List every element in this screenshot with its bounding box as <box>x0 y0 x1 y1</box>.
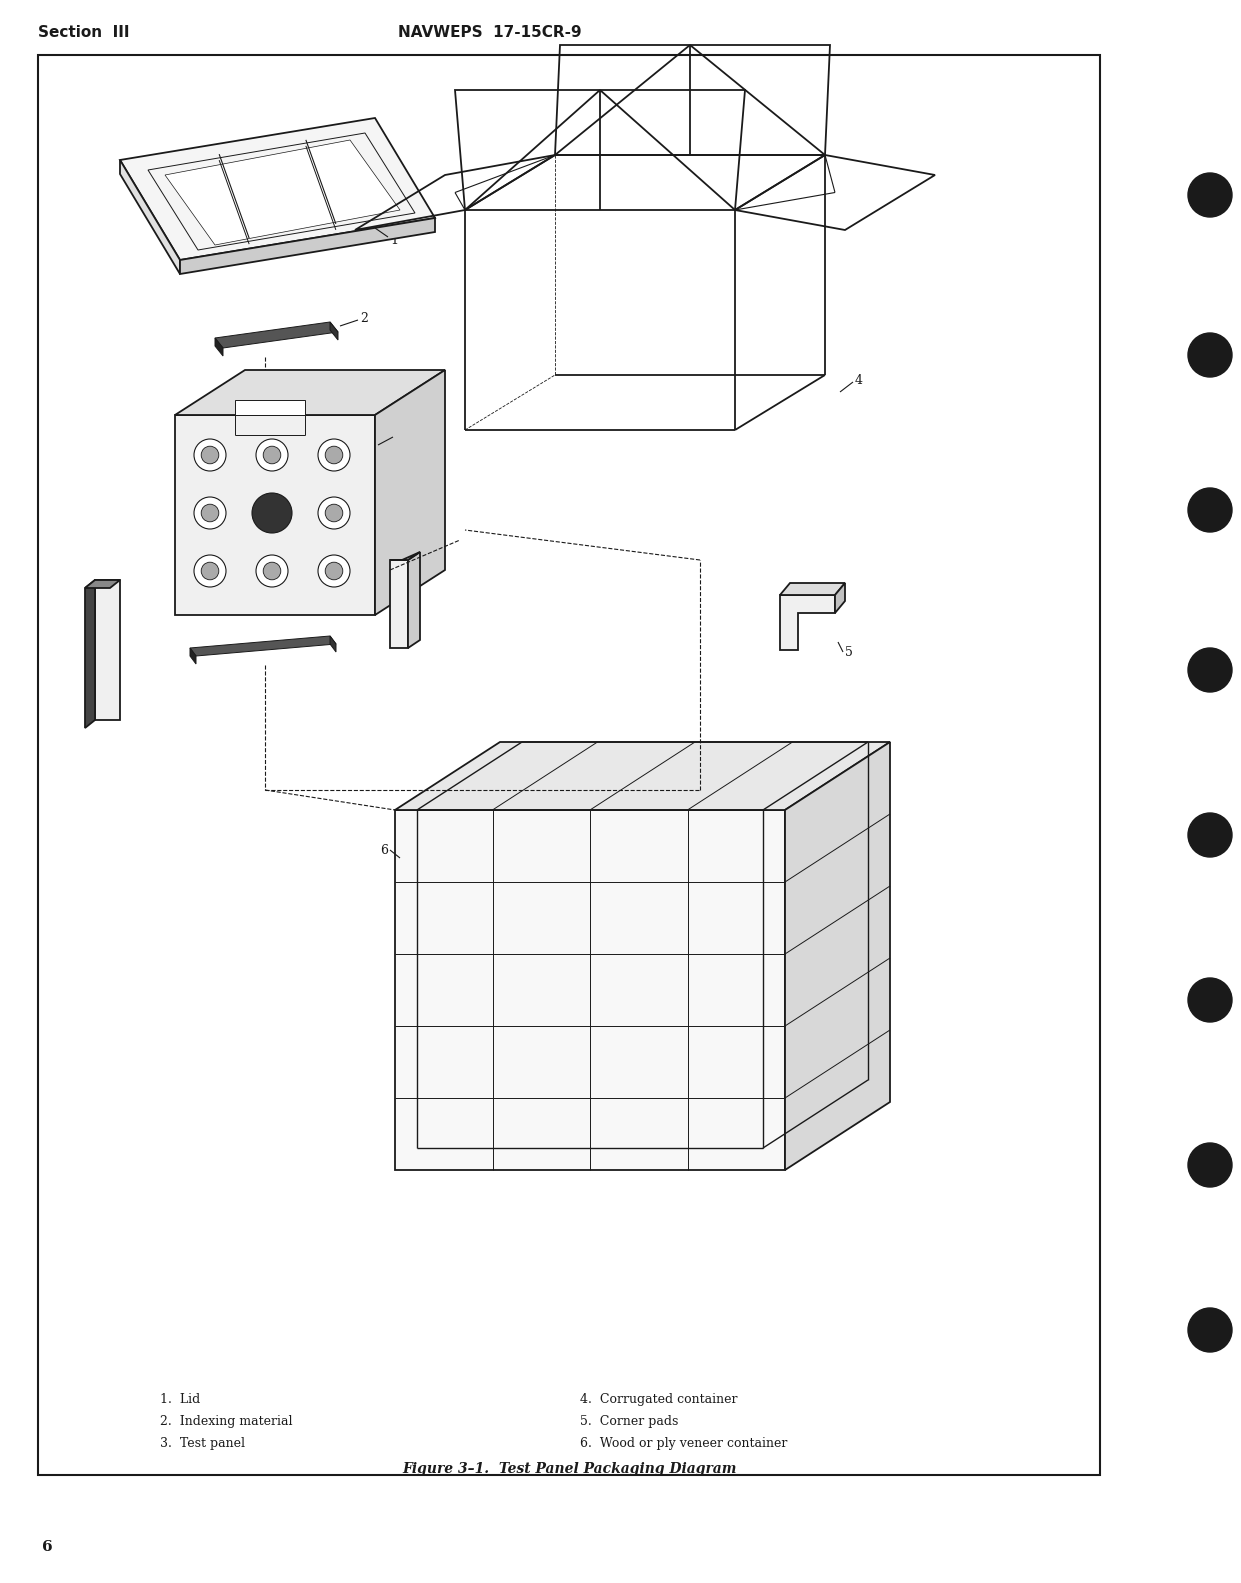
Polygon shape <box>190 647 196 663</box>
Text: 6.  Wood or ply veneer container: 6. Wood or ply veneer container <box>580 1437 787 1450</box>
Text: 3: 3 <box>395 429 403 442</box>
Polygon shape <box>781 583 845 595</box>
Circle shape <box>263 562 280 579</box>
Polygon shape <box>835 583 845 613</box>
Circle shape <box>1188 978 1232 1023</box>
Polygon shape <box>180 218 436 274</box>
Circle shape <box>318 497 350 529</box>
Polygon shape <box>235 400 305 415</box>
Circle shape <box>194 556 226 587</box>
Text: 6: 6 <box>42 1540 52 1555</box>
Circle shape <box>201 505 218 522</box>
Circle shape <box>256 556 288 587</box>
Circle shape <box>1188 814 1232 856</box>
Circle shape <box>201 446 218 464</box>
Circle shape <box>325 562 343 579</box>
Text: 2.  Indexing material: 2. Indexing material <box>160 1415 293 1428</box>
Text: 1.  Lid: 1. Lid <box>160 1393 200 1406</box>
Text: 5: 5 <box>845 646 853 659</box>
Text: 1: 1 <box>390 234 398 247</box>
Circle shape <box>318 438 350 472</box>
Text: 5.  Corner pads: 5. Corner pads <box>580 1415 679 1428</box>
Text: Section  III: Section III <box>38 24 129 40</box>
Circle shape <box>1188 647 1232 692</box>
Polygon shape <box>390 560 408 647</box>
Text: 2: 2 <box>360 312 367 325</box>
Polygon shape <box>175 415 375 616</box>
Polygon shape <box>786 742 890 1170</box>
Circle shape <box>1188 332 1232 377</box>
Polygon shape <box>215 339 223 356</box>
Polygon shape <box>375 370 446 616</box>
Polygon shape <box>120 160 180 274</box>
Polygon shape <box>84 579 120 587</box>
Polygon shape <box>165 139 400 245</box>
Circle shape <box>263 446 280 464</box>
Polygon shape <box>84 579 96 728</box>
Circle shape <box>325 446 343 464</box>
Circle shape <box>256 438 288 472</box>
Polygon shape <box>175 370 446 415</box>
Text: Figure 3–1.  Test Panel Packaging Diagram: Figure 3–1. Test Panel Packaging Diagram <box>403 1463 737 1475</box>
Circle shape <box>1188 1143 1232 1187</box>
Polygon shape <box>390 552 419 560</box>
Circle shape <box>318 556 350 587</box>
Polygon shape <box>120 119 436 260</box>
Polygon shape <box>395 810 786 1170</box>
Polygon shape <box>190 636 336 655</box>
Text: NAVWEPS  17-15CR-9: NAVWEPS 17-15CR-9 <box>398 24 582 40</box>
Polygon shape <box>781 595 835 651</box>
Text: 4: 4 <box>855 374 862 386</box>
Polygon shape <box>96 579 120 720</box>
Circle shape <box>252 492 292 533</box>
Polygon shape <box>408 552 419 647</box>
Circle shape <box>194 497 226 529</box>
Polygon shape <box>330 321 338 340</box>
Circle shape <box>1188 173 1232 217</box>
Circle shape <box>1188 488 1232 532</box>
Polygon shape <box>215 321 338 348</box>
Polygon shape <box>395 742 890 810</box>
Text: 4.  Corrugated container: 4. Corrugated container <box>580 1393 737 1406</box>
Text: 3.  Test panel: 3. Test panel <box>160 1437 244 1450</box>
Circle shape <box>325 505 343 522</box>
Polygon shape <box>330 636 336 652</box>
Circle shape <box>1188 1308 1232 1352</box>
Text: 6: 6 <box>380 844 388 856</box>
Circle shape <box>194 438 226 472</box>
Circle shape <box>201 562 218 579</box>
